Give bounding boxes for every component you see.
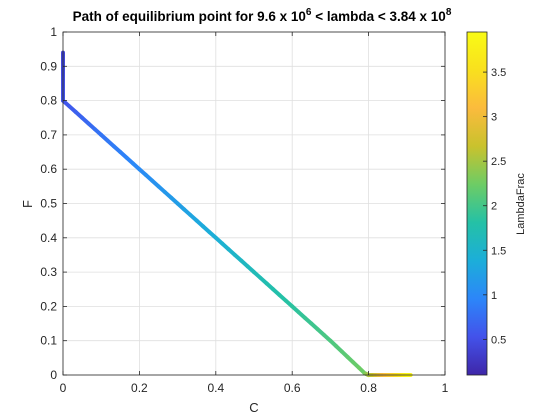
y-tick-label: 0.8 — [40, 94, 57, 108]
y-tick-label: 0.4 — [40, 231, 57, 245]
x-tick-label: 0.2 — [131, 381, 148, 395]
y-axis-label: F — [20, 200, 35, 208]
title-middle: < lambda < 3.84 x 10 — [311, 9, 445, 24]
y-tick-label: 0.9 — [40, 59, 57, 73]
x-tick-label: 0 — [60, 381, 67, 395]
x-tick-label: 1 — [442, 381, 449, 395]
plot-area: 0 0.2 0.4 0.6 0.8 1 0 0.1 0.2 0.3 0.4 0.5 0.6 0.7 0.8… — [40, 25, 448, 395]
svg-text:Path of equilibrium point for: Path of equilibrium point for 9.6 x 106 … — [73, 7, 452, 24]
colorbar-tick-label: 2.5 — [491, 156, 506, 168]
colorbar-ticks: 0.5 1 1.5 2 2.5 3 3.5 — [483, 67, 506, 346]
y-tick-label: 0.5 — [40, 197, 57, 211]
colorbar-label: LambdaFrac — [515, 173, 527, 235]
colorbar-tick-label: 2 — [491, 201, 497, 213]
x-axis-ticks: 0 0.2 0.4 0.6 0.8 1 — [60, 32, 449, 395]
colorbar-tick-label: 3 — [491, 112, 497, 124]
x-tick-label: 0.8 — [360, 381, 377, 395]
y-tick-label: 1 — [50, 25, 57, 39]
chart-title: Path of equilibrium point for 9.6 x 106 … — [73, 7, 452, 24]
colorbar-tick-label: 3.5 — [491, 67, 506, 79]
colorbar-gradient — [466, 31, 488, 376]
y-tick-label: 0 — [50, 368, 57, 382]
y-tick-label: 0.3 — [40, 265, 57, 279]
colorbar-tick-label: 0.5 — [491, 334, 506, 346]
y-tick-label: 0.7 — [40, 128, 57, 142]
y-axis-ticks: 0 0.1 0.2 0.3 0.4 0.5 0.6 0.7 0.8 0.9 1 — [40, 25, 445, 382]
colorbar: 0.5 1 1.5 2 2.5 3 3.5 LambdaFrac — [466, 31, 527, 376]
y-tick-label: 0.2 — [40, 299, 57, 313]
colorbar-tick-label: 1 — [491, 290, 497, 302]
x-tick-label: 0.6 — [284, 381, 301, 395]
title-prefix: Path of equilibrium point for 9.6 x 10 — [73, 9, 306, 24]
y-tick-label: 0.6 — [40, 162, 57, 176]
title-exponent-1: 6 — [306, 7, 312, 18]
y-tick-label: 0.1 — [40, 334, 57, 348]
title-exponent-2: 8 — [446, 7, 452, 18]
x-tick-label: 0.4 — [207, 381, 224, 395]
x-axis-label: C — [249, 400, 258, 415]
colorbar-tick-label: 1.5 — [491, 245, 506, 257]
